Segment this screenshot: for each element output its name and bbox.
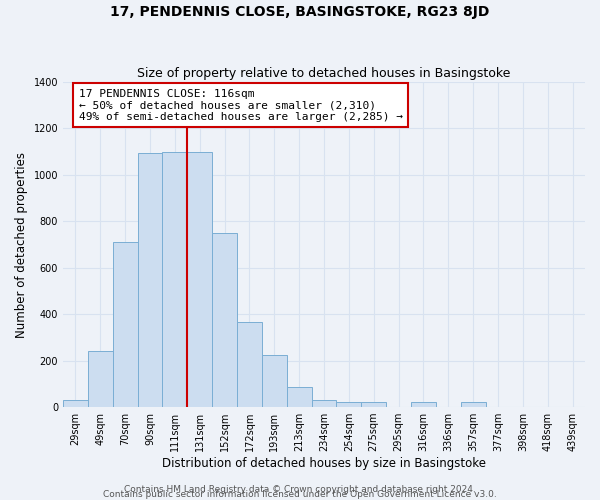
Text: Contains public sector information licensed under the Open Government Licence v3: Contains public sector information licen… <box>103 490 497 499</box>
Text: 17, PENDENNIS CLOSE, BASINGSTOKE, RG23 8JD: 17, PENDENNIS CLOSE, BASINGSTOKE, RG23 8… <box>110 5 490 19</box>
Bar <box>237 322 262 407</box>
Bar <box>461 402 485 407</box>
Bar <box>262 355 287 407</box>
Bar <box>163 152 187 407</box>
Bar <box>361 402 386 407</box>
Bar <box>137 153 163 407</box>
Bar <box>63 400 88 407</box>
Bar <box>113 242 137 407</box>
Bar <box>311 400 337 407</box>
X-axis label: Distribution of detached houses by size in Basingstoke: Distribution of detached houses by size … <box>162 457 486 470</box>
Bar <box>187 152 212 407</box>
Bar <box>337 402 361 407</box>
Bar <box>212 233 237 407</box>
Bar <box>88 352 113 407</box>
Title: Size of property relative to detached houses in Basingstoke: Size of property relative to detached ho… <box>137 66 511 80</box>
Bar <box>287 388 311 407</box>
Bar <box>411 402 436 407</box>
Text: 17 PENDENNIS CLOSE: 116sqm
← 50% of detached houses are smaller (2,310)
49% of s: 17 PENDENNIS CLOSE: 116sqm ← 50% of deta… <box>79 88 403 122</box>
Y-axis label: Number of detached properties: Number of detached properties <box>15 152 28 338</box>
Text: Contains HM Land Registry data © Crown copyright and database right 2024.: Contains HM Land Registry data © Crown c… <box>124 484 476 494</box>
